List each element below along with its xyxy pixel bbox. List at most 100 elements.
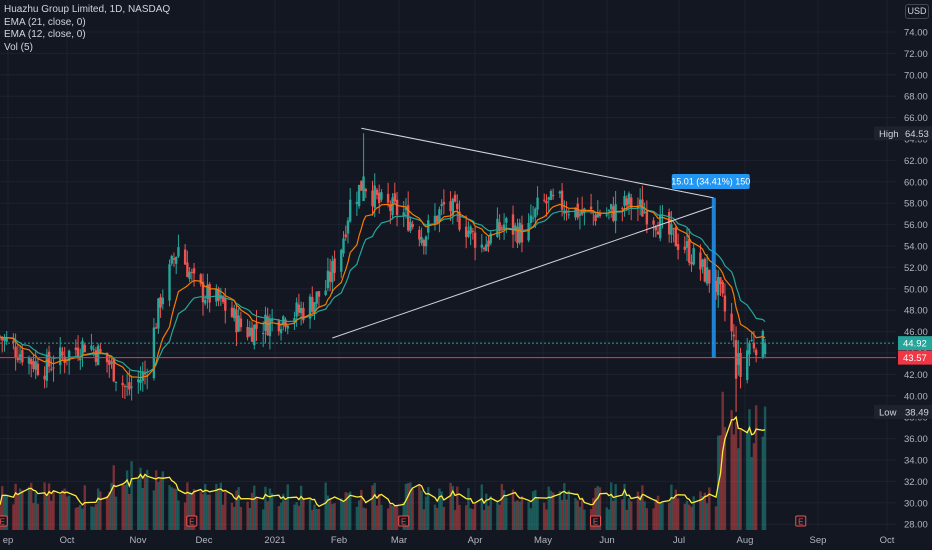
candle-body: [139, 379, 142, 383]
candle-body: [449, 201, 452, 212]
time-tick-label: Apr: [468, 535, 483, 546]
volume-bar: [237, 487, 240, 530]
candle-body: [188, 271, 191, 279]
candle-body: [204, 299, 207, 304]
volume-bar: [630, 501, 633, 530]
volume-bar: [605, 507, 608, 530]
symbol-title[interactable]: Huazhu Group Limited, 1D, NASDAQ: [4, 4, 171, 15]
volume-bar: [208, 494, 211, 530]
volume-bar: [170, 487, 173, 530]
volume-bar: [331, 504, 334, 530]
candle-body: [112, 358, 115, 382]
volume-bar: [96, 488, 100, 530]
volume-bar: [14, 483, 17, 530]
volume-bar: [79, 504, 82, 530]
candle-body: [469, 226, 472, 234]
candle-body: [21, 350, 24, 363]
candle-body: [659, 214, 662, 239]
candle-body: [424, 236, 428, 247]
candle-body: [299, 308, 303, 314]
candle-body: [761, 331, 765, 357]
candle-body: [623, 196, 626, 206]
volume-bar: [424, 496, 428, 530]
candle-body: [496, 218, 499, 237]
candle-body: [114, 381, 118, 383]
candle-body: [560, 190, 564, 210]
volume-bar: [654, 499, 657, 530]
volume-legend[interactable]: Vol (5): [4, 41, 33, 53]
price-tick-label: 48.00: [904, 306, 928, 317]
price-tick-label: 36.00: [904, 434, 928, 445]
volume-bar: [621, 499, 624, 530]
last-price-label-value: 44.92: [903, 339, 927, 350]
volume-bar: [690, 506, 693, 530]
candle-body: [208, 283, 211, 303]
candle-body: [217, 288, 220, 301]
candle-body: [50, 368, 53, 370]
volume-bar: [609, 482, 613, 530]
volume-bar: [391, 505, 394, 530]
volume-bar: [50, 500, 53, 530]
volume-bar: [168, 485, 171, 530]
candle-body: [453, 194, 457, 202]
volume-bar: [558, 491, 562, 530]
volume-bar: [128, 493, 131, 530]
candle-body: [670, 224, 673, 235]
time-tick-label: Jun: [599, 535, 614, 546]
volume-bar: [121, 483, 124, 530]
candle-body: [391, 197, 394, 216]
candle-body: [192, 268, 196, 274]
candle-body: [308, 296, 312, 319]
price-tick-label: 52.00: [904, 263, 928, 274]
time-tick-label: Feb: [331, 535, 347, 546]
volume-bar: [268, 488, 272, 530]
candle-body: [498, 222, 501, 231]
ema21-legend[interactable]: EMA (21, close, 0): [4, 16, 86, 28]
volume-bar: [580, 497, 584, 530]
candle-body: [746, 350, 749, 381]
earnings-box: [0, 515, 8, 527]
candle-body: [545, 200, 548, 204]
low-label: Low 38.49: [874, 404, 932, 419]
volume-bar: [453, 509, 457, 530]
volume-bar: [235, 490, 238, 530]
candle-body: [74, 347, 78, 351]
earnings-box: [590, 515, 602, 527]
volume-bar: [565, 499, 568, 530]
candle-body: [609, 204, 613, 210]
candle-body: [284, 319, 287, 328]
volume-bar: [701, 495, 704, 530]
candle-body: [422, 239, 426, 247]
candle-body: [676, 244, 680, 250]
volume-bar: [560, 499, 564, 530]
volume-bar: [598, 487, 602, 530]
candle-body: [489, 233, 492, 244]
candle-body: [752, 342, 756, 349]
candle-body: [286, 325, 289, 329]
candle-body: [5, 337, 8, 342]
candle-body: [342, 238, 345, 254]
earnings-marker: E: [186, 515, 198, 527]
candle-body: [701, 259, 704, 267]
candle-body: [313, 302, 316, 314]
volume-bar: [676, 498, 680, 530]
volume-bar: [177, 500, 180, 530]
candle-body: [754, 349, 758, 356]
candle-body: [645, 211, 649, 225]
volume-bar: [27, 486, 31, 530]
volume-bar: [125, 470, 129, 530]
currency-badge[interactable]: USD: [905, 4, 929, 19]
volume-bar: [137, 479, 140, 530]
candle-body: [293, 318, 296, 323]
candle-body: [527, 222, 530, 241]
candle-body: [59, 347, 62, 366]
candle-body: [130, 386, 133, 388]
candle-body: [482, 247, 486, 250]
volume-bar: [746, 430, 749, 530]
volume-bar: [221, 504, 225, 530]
candle-body: [563, 210, 566, 214]
ema12-legend[interactable]: EMA (12, close, 0): [4, 29, 86, 40]
volume-bar: [471, 509, 475, 530]
volume-bar: [36, 503, 40, 530]
